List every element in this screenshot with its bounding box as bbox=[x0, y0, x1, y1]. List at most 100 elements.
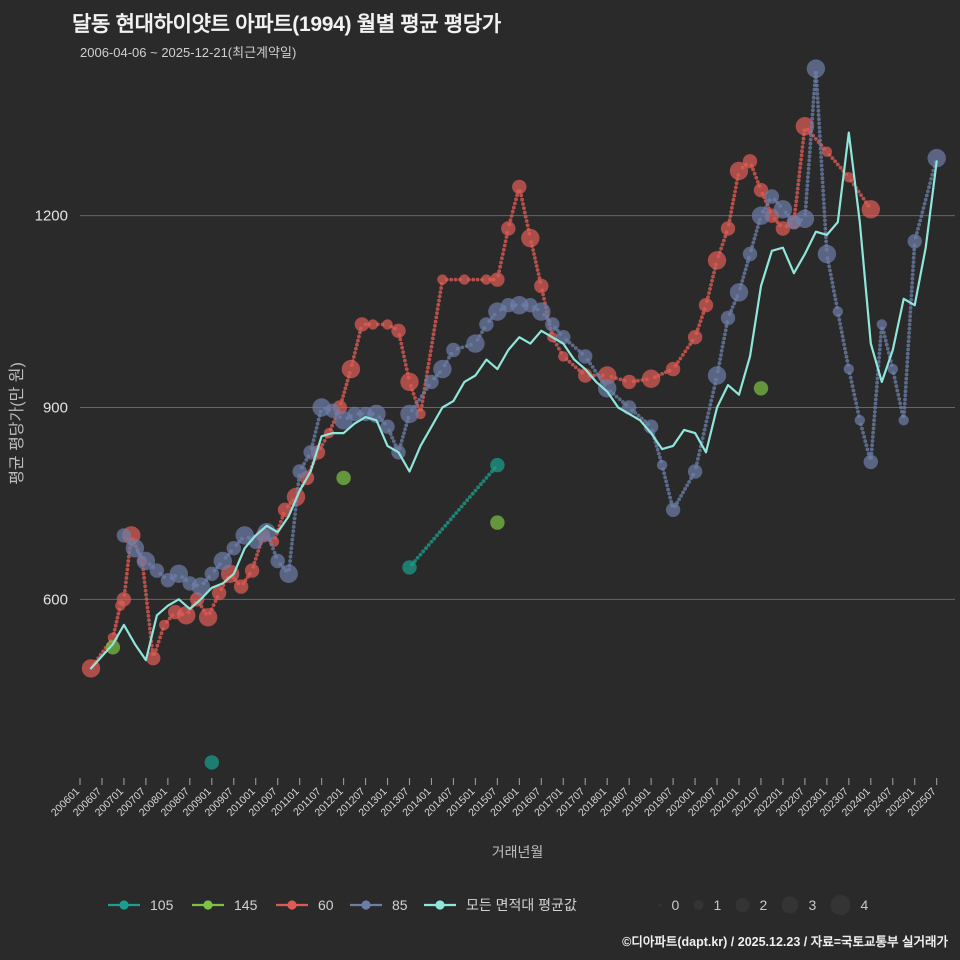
data-point[interactable] bbox=[843, 172, 854, 183]
data-point[interactable] bbox=[226, 541, 241, 556]
data-point[interactable] bbox=[424, 374, 439, 390]
data-point[interactable] bbox=[501, 221, 516, 236]
data-point[interactable] bbox=[382, 319, 393, 330]
data-point[interactable] bbox=[775, 221, 791, 236]
data-point[interactable] bbox=[773, 200, 793, 219]
data-point[interactable] bbox=[347, 406, 362, 422]
data-point[interactable] bbox=[136, 551, 156, 571]
data-point[interactable] bbox=[149, 563, 165, 578]
data-point[interactable] bbox=[325, 403, 340, 418]
legend-label-85[interactable]: 85 bbox=[392, 897, 408, 913]
data-point[interactable] bbox=[336, 470, 351, 486]
data-point[interactable] bbox=[764, 189, 780, 204]
data-point[interactable] bbox=[400, 372, 419, 392]
data-point[interactable] bbox=[116, 592, 132, 607]
data-point[interactable] bbox=[729, 283, 749, 302]
data-point[interactable] bbox=[843, 363, 854, 375]
data-point[interactable] bbox=[446, 342, 461, 358]
data-point[interactable] bbox=[854, 415, 865, 426]
legend-label-145[interactable]: 145 bbox=[234, 897, 258, 913]
data-point[interactable] bbox=[177, 606, 196, 625]
data-point[interactable] bbox=[656, 459, 668, 471]
data-point[interactable] bbox=[795, 209, 815, 229]
data-point[interactable] bbox=[159, 619, 170, 631]
data-point[interactable] bbox=[545, 317, 560, 332]
data-point[interactable] bbox=[707, 366, 727, 385]
data-point[interactable] bbox=[204, 566, 219, 581]
data-point[interactable] bbox=[753, 182, 769, 198]
data-point[interactable] bbox=[622, 400, 637, 415]
data-point[interactable] bbox=[402, 560, 417, 575]
data-point[interactable] bbox=[490, 272, 505, 287]
data-point[interactable] bbox=[720, 221, 736, 236]
data-point[interactable] bbox=[687, 330, 703, 345]
data-point[interactable] bbox=[466, 334, 485, 353]
data-point[interactable] bbox=[105, 640, 121, 655]
data-point[interactable] bbox=[211, 585, 227, 601]
data-point[interactable] bbox=[665, 361, 681, 377]
data-point[interactable] bbox=[927, 148, 946, 168]
data-point[interactable] bbox=[907, 234, 922, 249]
data-point[interactable] bbox=[400, 404, 419, 424]
data-point[interactable] bbox=[292, 464, 307, 479]
data-point[interactable] bbox=[481, 274, 492, 285]
data-point[interactable] bbox=[887, 363, 898, 375]
legend-label-60[interactable]: 60 bbox=[318, 897, 334, 913]
data-point[interactable] bbox=[832, 306, 843, 317]
data-point[interactable] bbox=[146, 651, 161, 666]
data-point[interactable] bbox=[169, 564, 188, 583]
data-point[interactable] bbox=[806, 59, 826, 78]
data-point[interactable] bbox=[391, 323, 406, 338]
data-point[interactable] bbox=[863, 454, 878, 470]
data-point[interactable] bbox=[213, 551, 232, 571]
data-point[interactable] bbox=[817, 244, 837, 264]
data-point[interactable] bbox=[821, 146, 833, 157]
data-point[interactable] bbox=[742, 154, 758, 169]
data-point[interactable] bbox=[198, 608, 218, 627]
data-point[interactable] bbox=[204, 755, 219, 770]
data-point[interactable] bbox=[898, 415, 909, 426]
data-point[interactable] bbox=[279, 564, 298, 583]
data-point[interactable] bbox=[367, 319, 379, 330]
data-point[interactable] bbox=[244, 563, 260, 578]
data-point[interactable] bbox=[729, 161, 749, 181]
data-point[interactable] bbox=[698, 298, 714, 313]
data-point[interactable] bbox=[490, 515, 505, 530]
data-point[interactable] bbox=[861, 200, 880, 219]
data-point[interactable] bbox=[534, 278, 549, 294]
data-point[interactable] bbox=[532, 302, 551, 321]
data-point[interactable] bbox=[510, 296, 529, 315]
legend-label-모든 면적대 평균값[interactable]: 모든 면적대 평균값 bbox=[466, 897, 577, 913]
data-point[interactable] bbox=[270, 553, 285, 569]
data-point[interactable] bbox=[556, 330, 571, 345]
data-point[interactable] bbox=[598, 379, 617, 398]
data-point[interactable] bbox=[191, 577, 210, 596]
data-point[interactable] bbox=[641, 369, 661, 388]
data-point[interactable] bbox=[578, 349, 593, 364]
data-point[interactable] bbox=[380, 419, 395, 434]
data-point[interactable] bbox=[622, 374, 637, 390]
data-point[interactable] bbox=[433, 359, 452, 379]
data-point[interactable] bbox=[707, 251, 727, 270]
data-point[interactable] bbox=[459, 274, 470, 285]
data-point[interactable] bbox=[354, 317, 370, 332]
data-point[interactable] bbox=[125, 539, 145, 558]
data-point[interactable] bbox=[751, 206, 771, 225]
data-point[interactable] bbox=[876, 319, 887, 330]
data-point[interactable] bbox=[490, 457, 505, 473]
data-point[interactable] bbox=[720, 310, 736, 326]
data-point[interactable] bbox=[233, 579, 249, 594]
legend-label-105[interactable]: 105 bbox=[150, 897, 174, 913]
data-point[interactable] bbox=[742, 246, 758, 262]
data-point[interactable] bbox=[512, 179, 527, 195]
data-point[interactable] bbox=[521, 228, 540, 248]
data-point[interactable] bbox=[665, 502, 681, 517]
data-point[interactable] bbox=[116, 528, 132, 543]
data-point[interactable] bbox=[277, 502, 293, 517]
data-point[interactable] bbox=[753, 381, 769, 396]
data-point[interactable] bbox=[437, 274, 448, 285]
data-point[interactable] bbox=[303, 445, 318, 460]
data-point[interactable] bbox=[341, 359, 361, 379]
data-point[interactable] bbox=[479, 317, 494, 332]
data-point[interactable] bbox=[558, 351, 569, 362]
